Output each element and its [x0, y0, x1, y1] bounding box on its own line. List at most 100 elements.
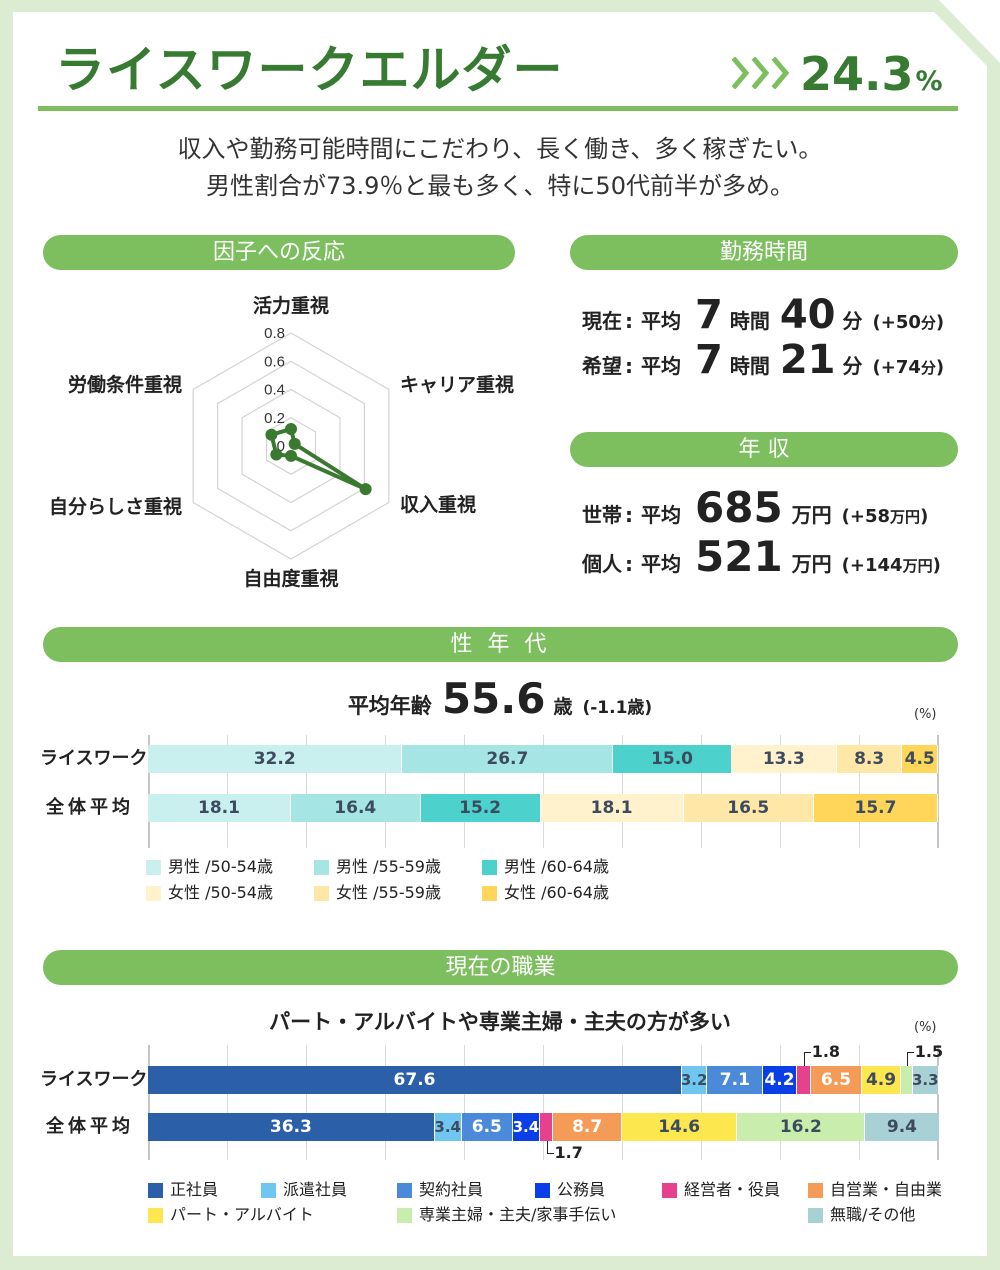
- row-avg-label: 平均: [641, 309, 681, 333]
- legend-label: 派遣社員: [283, 1180, 348, 1199]
- legend-swatch: [261, 1182, 276, 1198]
- radar-axis-label-freedom: 自由度重視: [243, 568, 339, 590]
- legend-label: 無職/その他: [830, 1205, 916, 1224]
- legend-swatch: [808, 1182, 823, 1198]
- row-colon: :: [625, 309, 633, 333]
- gridline: [622, 735, 623, 848]
- bar-segment: 3.3: [912, 1066, 939, 1094]
- gridline: [701, 1045, 702, 1160]
- gridline: [780, 735, 781, 848]
- gridline: [859, 735, 860, 848]
- legend-item: 男性 /60-64歳: [482, 858, 609, 876]
- legend-item: 男性 /50-54歳: [146, 858, 273, 876]
- income-household-row: 世帯 : 平均 685 万円 (+58万円): [582, 483, 928, 533]
- category-label: 全体平均: [46, 797, 134, 818]
- diff-close: ): [932, 555, 941, 576]
- occupation-stacked-bar-chart: ライスワーク 67.6 3.2 7.1 4.2 1.8 6.5 4.9 1.5 3.3 全体平均 36…: [40, 1044, 943, 1161]
- gridline: [385, 735, 386, 848]
- minutes-value: 21: [779, 337, 836, 383]
- legend-item: 自営業・自由業: [808, 1181, 942, 1199]
- radar-grid-ring: [192, 332, 390, 560]
- legend-label: 公務員: [557, 1180, 606, 1199]
- section-header-factors: 因子への反応: [43, 235, 515, 270]
- legend-label: 女性 /50-54歳: [168, 883, 273, 902]
- hours-unit: 時間: [729, 309, 770, 333]
- bar-segment: 14.6: [622, 1113, 738, 1141]
- diff-vs-average: (+74分): [873, 343, 945, 393]
- gridline: [937, 1045, 939, 1160]
- occupation-legend: 正社員 派遣社員 契約社員 公務員 経営者・役員 自営業・自由業 パート・アルバイト 専業主婦…: [148, 1181, 958, 1231]
- average-age-value: 55.6: [441, 674, 546, 723]
- gridline: [227, 1045, 228, 1160]
- radar-data-point: [270, 448, 283, 461]
- legend-swatch: [397, 1207, 412, 1223]
- legend-swatch: [146, 885, 161, 901]
- legend-label: 専業主婦・主夫/家事手伝い: [419, 1205, 617, 1224]
- income-personal-row: 個人 : 平均 521 万円 (+144万円): [582, 532, 941, 582]
- callout-value-label: 1.5: [914, 1042, 944, 1061]
- radar-axis-label-income: 収入重視: [400, 494, 477, 516]
- legend-swatch: [482, 885, 497, 901]
- diff-close: ): [935, 312, 945, 333]
- radar-axis-label-career: キャリア重視: [400, 374, 515, 396]
- legend-label: 経営者・役員: [684, 1180, 781, 1199]
- gridline: [148, 1045, 150, 1160]
- minutes-unit: 分: [842, 309, 863, 333]
- diff-unit: 万円: [902, 557, 933, 575]
- share-value: 24.3: [800, 47, 914, 101]
- legend-label: 自営業・自由業: [830, 1180, 943, 1199]
- row-colon: :: [625, 354, 633, 378]
- title-underline: [38, 106, 958, 111]
- bar-segment: [900, 1066, 913, 1094]
- income-unit: 万円: [791, 503, 832, 527]
- bar-segment: 4.9: [862, 1066, 901, 1094]
- category-label: ライスワーク: [40, 748, 148, 769]
- legend-item: 専業主婦・主夫/家事手伝い: [397, 1206, 616, 1224]
- radar-tick-label: 0: [277, 438, 285, 455]
- average-age-diff: (-1.1歳): [582, 698, 653, 718]
- gridline: [148, 735, 150, 848]
- bar-segment: 18.1: [540, 794, 684, 822]
- category-label: 全体平均: [46, 1116, 134, 1137]
- row-label: 希望: [582, 354, 622, 378]
- radar-grid-ring: [217, 360, 365, 532]
- gridline: [701, 735, 702, 848]
- bar-segment: 9.4: [865, 1113, 940, 1141]
- row-label: 世帯: [582, 503, 622, 527]
- legend-item: 契約社員: [397, 1181, 483, 1199]
- work-hours-current-row: 現在 : 平均 7 時間 40 分 (+50分): [582, 290, 944, 340]
- gridline: [937, 735, 939, 848]
- diff-close: ): [920, 506, 929, 527]
- bar-segment: 3.2: [681, 1066, 707, 1094]
- callout-leader-line: [803, 1052, 811, 1066]
- bar-segment: 6.5: [461, 1113, 513, 1141]
- description-line-1: 収入や勤務可能時間にこだわり、長く働き、多く稼ぎたい。: [177, 135, 823, 163]
- description-line-2: 男性割合が73.9％と最も多く、特に50代前半が多め。: [206, 172, 794, 200]
- diff-open: (+: [872, 357, 896, 378]
- sex-age-stacked-bar-chart: ライスワーク 32.2 26.7 15.0 13.3 8.3 4.5 全体平均 18.1 16.4…: [40, 735, 939, 848]
- average-age-label: 平均年齢: [347, 694, 432, 718]
- legend-label: パート・アルバイト: [170, 1205, 314, 1224]
- callout-leader-line: [546, 1141, 554, 1154]
- row-avg-label: 平均: [641, 354, 681, 378]
- legend-item: 公務員: [535, 1181, 605, 1199]
- callout-leader-line: [906, 1052, 914, 1066]
- share-unit: %: [915, 66, 943, 97]
- bar-segment: 26.7: [402, 745, 614, 773]
- diff-open: (+: [841, 506, 865, 527]
- persona-title: ライスワークエルダー: [55, 41, 564, 99]
- diff-open: (+: [841, 555, 865, 576]
- bar-segment: 4.5: [902, 745, 938, 773]
- gridline: [306, 735, 307, 848]
- occupation-unit-label: (%): [914, 1020, 937, 1035]
- radar-data-point: [359, 483, 372, 496]
- gridline: [543, 735, 544, 848]
- income-unit: 万円: [791, 552, 832, 576]
- legend-label: 女性 /60-64歳: [504, 883, 609, 902]
- bar-segment: 16.4: [290, 794, 421, 822]
- legend-swatch: [482, 859, 497, 875]
- bar-segment: 16.2: [737, 1113, 866, 1141]
- radar-axis-label-working-conditions: 労働条件重視: [67, 374, 182, 396]
- row-colon: :: [625, 552, 633, 576]
- radar-series-line: [269, 427, 368, 492]
